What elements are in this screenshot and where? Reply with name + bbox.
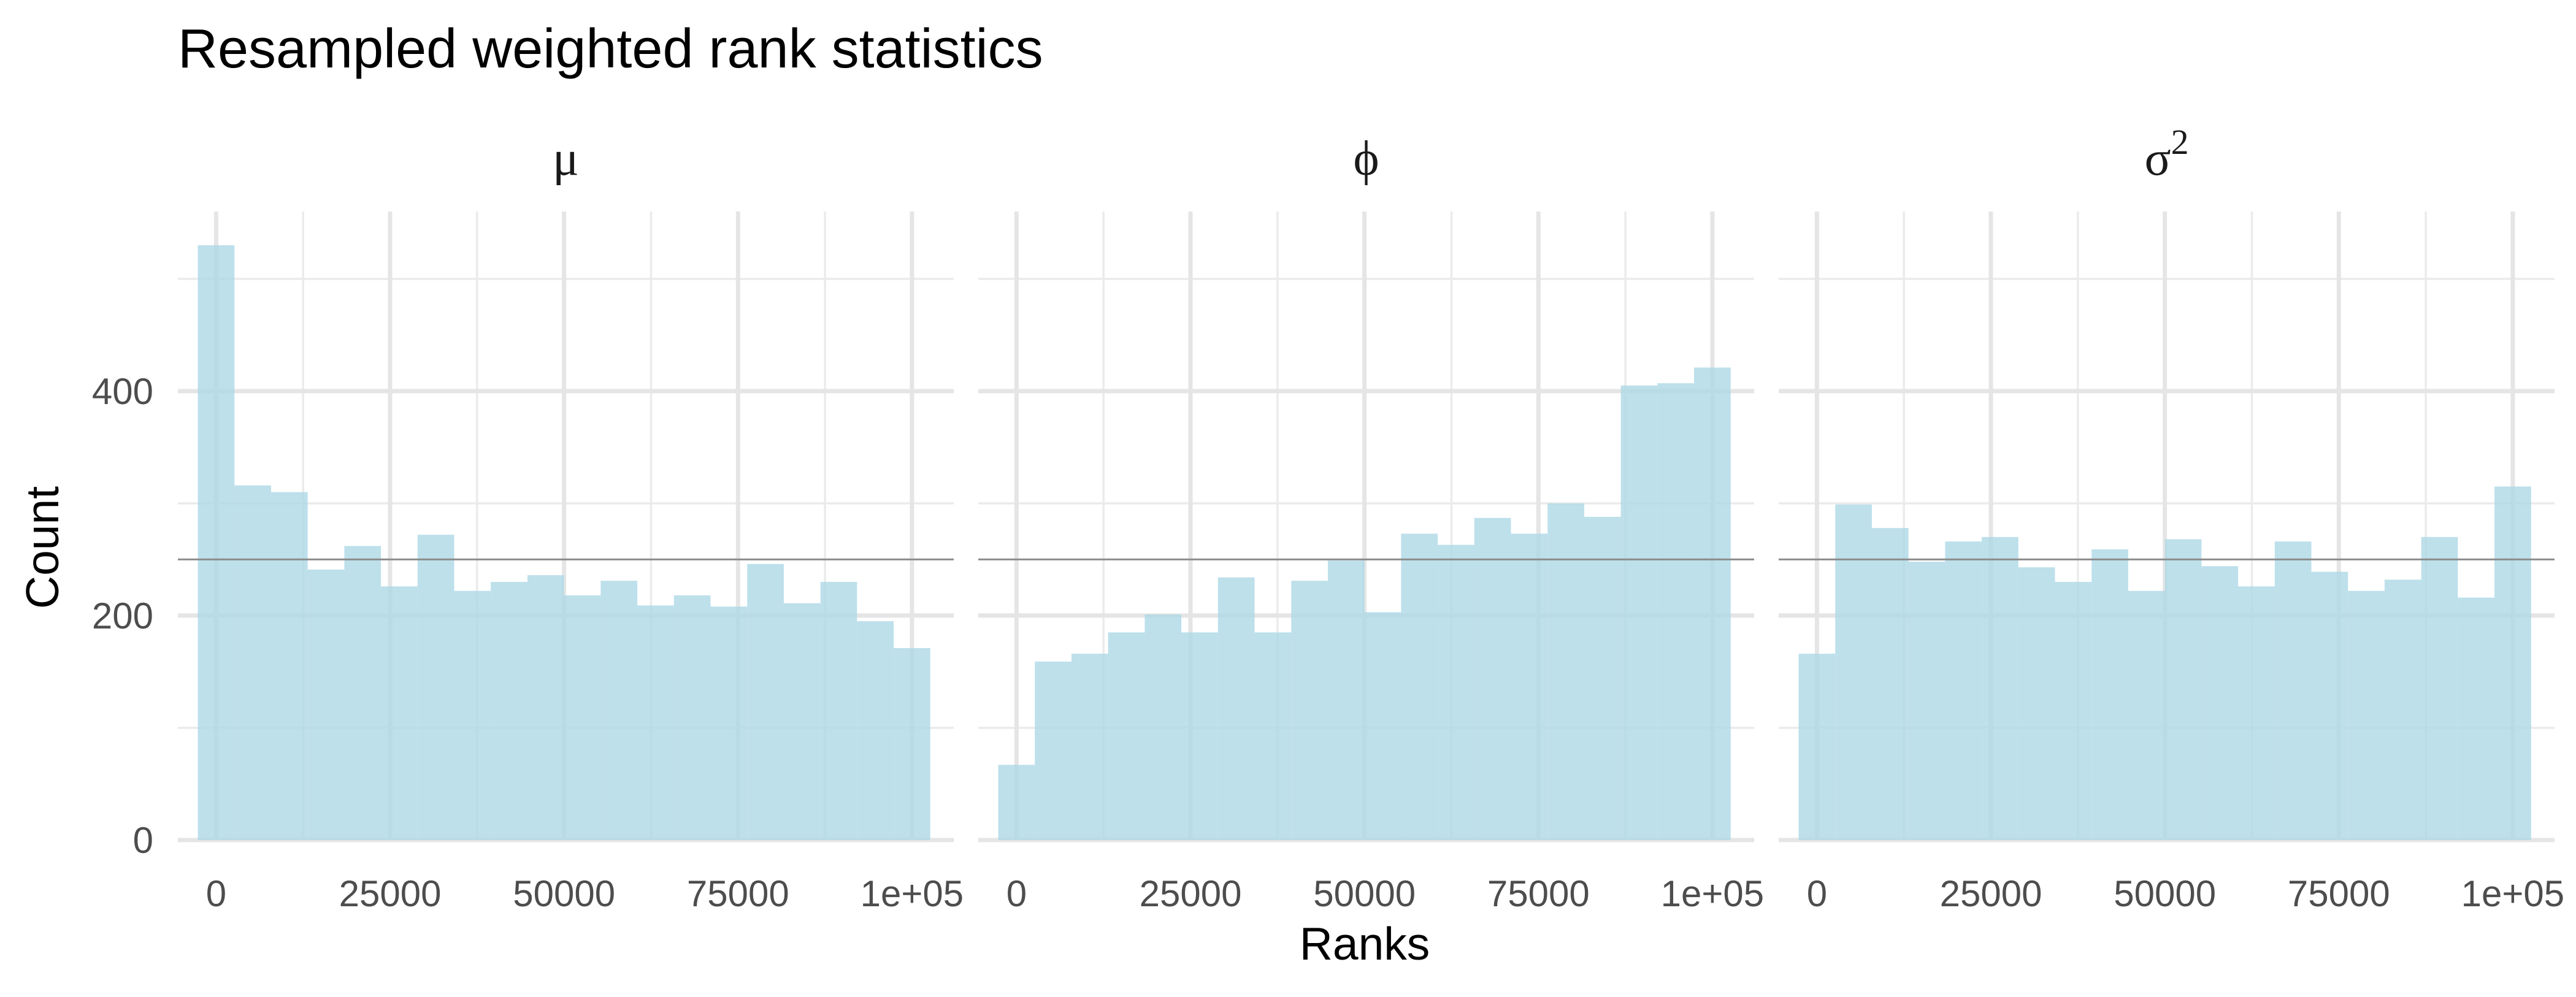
y-tick-label: 0: [133, 820, 153, 861]
histogram-bar: [197, 245, 235, 840]
x-tick-label: 1e+05: [2461, 873, 2565, 914]
x-tick-label: 0: [1006, 873, 1027, 914]
histogram-bar: [2421, 537, 2458, 840]
histogram-bar: [673, 595, 711, 840]
histogram-bar: [1035, 661, 1071, 840]
x-tick-label: 25000: [1140, 873, 1242, 914]
histogram-bar: [2311, 571, 2348, 840]
histogram-bar: [270, 492, 308, 840]
histogram-bar: [2055, 582, 2092, 840]
histogram-bar: [564, 595, 601, 840]
histogram-bar: [2091, 549, 2128, 840]
histogram-bar: [2274, 541, 2312, 840]
histogram-bar: [1547, 503, 1584, 840]
histogram-bar: [2018, 567, 2055, 840]
facet-panel-2: 0 25000 50000 75000 1e+05 ϕ: [978, 132, 1764, 914]
histogram-bar: [1982, 537, 2018, 840]
histogram-bar: [1584, 516, 1621, 840]
histogram-bar: [307, 569, 345, 840]
histogram-bar: [2164, 539, 2202, 840]
histogram-bar: [998, 765, 1035, 840]
histogram-bar: [1871, 528, 1909, 840]
histogram-bar: [1327, 560, 1365, 840]
histogram-bar: [857, 621, 894, 840]
x-tick-label: 50000: [2114, 873, 2216, 914]
histogram-bar: [1438, 544, 1474, 840]
histogram-bar: [1945, 541, 1982, 840]
x-tick-label: 0: [1807, 873, 1827, 914]
histogram-bar: [1217, 577, 1255, 840]
histogram-bar: [2494, 486, 2531, 840]
histogram-bar: [600, 581, 638, 840]
histogram-bar: [417, 535, 454, 840]
x-tick-label: 25000: [1940, 873, 2042, 914]
histogram-bar: [454, 590, 491, 840]
histogram-bar: [1401, 533, 1438, 840]
histogram-bar: [1181, 632, 1218, 840]
facet-strip-label: ϕ: [1353, 132, 1379, 186]
y-axis-ticks: 0 200 400: [92, 371, 153, 861]
histogram-bar: [1474, 518, 1511, 840]
facet-panel-3: 0 25000 50000 75000 1e+05 σ2: [1779, 122, 2564, 914]
histogram-bar: [344, 546, 381, 840]
histogram-bar: [2201, 566, 2239, 840]
histogram-bar: [2348, 590, 2385, 840]
histogram-bar: [1291, 581, 1328, 840]
x-tick-label: 0: [206, 873, 226, 914]
histogram-bar: [1071, 654, 1108, 840]
histogram-bar: [1798, 654, 1836, 840]
facet-panel-1: 0 25000 50000 75000 1e+05 μ: [178, 132, 964, 914]
histogram-bar: [1835, 504, 1872, 840]
y-axis-title: Count: [17, 486, 68, 609]
histogram-bar: [1254, 632, 1292, 840]
histogram-bar: [1908, 562, 1945, 840]
chart-title: Resampled weighted rank statistics: [178, 18, 1043, 80]
histogram-bar: [2238, 586, 2275, 840]
histogram-bar: [1694, 367, 1731, 840]
y-tick-label: 200: [92, 595, 153, 636]
histogram-bar: [527, 575, 564, 840]
histogram-bar: [710, 606, 748, 840]
histogram-bar: [894, 648, 930, 840]
x-tick-label: 25000: [339, 873, 442, 914]
x-tick-label: 75000: [2288, 873, 2390, 914]
facet-strip-label: μ: [553, 132, 579, 186]
histogram-bar: [2458, 597, 2495, 840]
histogram-bar: [2128, 590, 2165, 840]
histogram-bar: [747, 563, 784, 840]
x-tick-label: 50000: [1313, 873, 1416, 914]
histogram-bar: [1657, 383, 1695, 840]
histogram-bar: [1364, 612, 1401, 840]
histogram-bar: [491, 582, 527, 840]
x-tick-label: 75000: [687, 873, 789, 914]
x-tick-label: 75000: [1487, 873, 1590, 914]
histogram-bar: [1511, 533, 1548, 840]
histogram-bar: [1620, 385, 1658, 840]
x-axis-title: Ranks: [1300, 918, 1430, 969]
facet-panels: 0 25000 50000 75000 1e+05 μ 0 25000 50000 75000 1e…: [178, 122, 2564, 914]
x-tick-label: 1e+05: [861, 873, 964, 914]
y-tick-label: 400: [92, 371, 153, 412]
histogram-bar: [820, 582, 857, 840]
histogram-bar: [783, 603, 821, 840]
histogram-bar: [1108, 632, 1145, 840]
histogram-bar: [2384, 579, 2421, 840]
histogram-bar: [381, 586, 418, 840]
histogram-bar: [234, 485, 271, 840]
facet-strip-label: σ2: [2144, 122, 2188, 186]
histogram-bar: [1144, 614, 1182, 840]
histogram-bar: [637, 605, 674, 840]
x-tick-label: 50000: [513, 873, 615, 914]
x-tick-label: 1e+05: [1661, 873, 1765, 914]
strip-superscript: 2: [2171, 122, 2189, 162]
